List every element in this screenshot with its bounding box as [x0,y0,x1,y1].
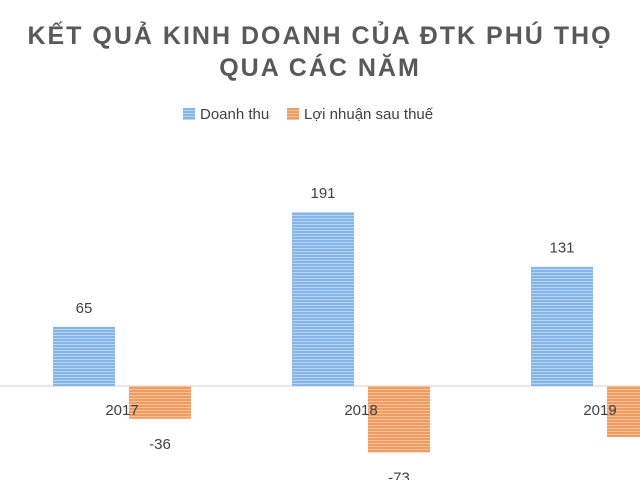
chart-title-line2: QUA CÁC NĂM [219,53,421,82]
data-label-doanh-thu-2017: 65 [76,300,93,317]
data-label-doanh-thu-2018: 191 [310,185,335,202]
x-tick-label-2019: 2019 [583,402,616,419]
x-tick-label-2018: 2018 [344,402,377,419]
legend-swatch-doanh-thu [183,108,195,120]
data-label-loi-nhuan-2018: -73 [388,470,410,480]
x-tick-label-2017: 2017 [105,402,138,419]
bar-doanh-thu-2017 [53,326,115,386]
tick-labels-group: 2017 2018 2019 [105,402,616,419]
data-labels-group: 65 -36 191 -73 131 [76,185,575,480]
legend: Doanh thu Lợi nhuận sau thuế [183,106,434,123]
data-label-doanh-thu-2019: 131 [549,240,574,257]
legend-swatch-loi-nhuan [287,108,299,120]
bar-loi-nhuan-2017 [129,386,191,419]
bar-doanh-thu-2019 [531,266,593,386]
bar-loi-nhuan-2019 [607,386,640,438]
bar-loi-nhuan-2018 [368,386,430,453]
legend-label-doanh-thu: Doanh thu [200,106,269,123]
data-label-loi-nhuan-2017: -36 [149,436,171,453]
bar-doanh-thu-2018 [292,212,354,386]
legend-label-loi-nhuan: Lợi nhuận sau thuế [304,106,434,123]
bars-group [53,212,640,453]
chart-title-line1: KẾT QUẢ KINH DOANH CỦA ĐTK PHÚ THỌ [27,20,612,50]
